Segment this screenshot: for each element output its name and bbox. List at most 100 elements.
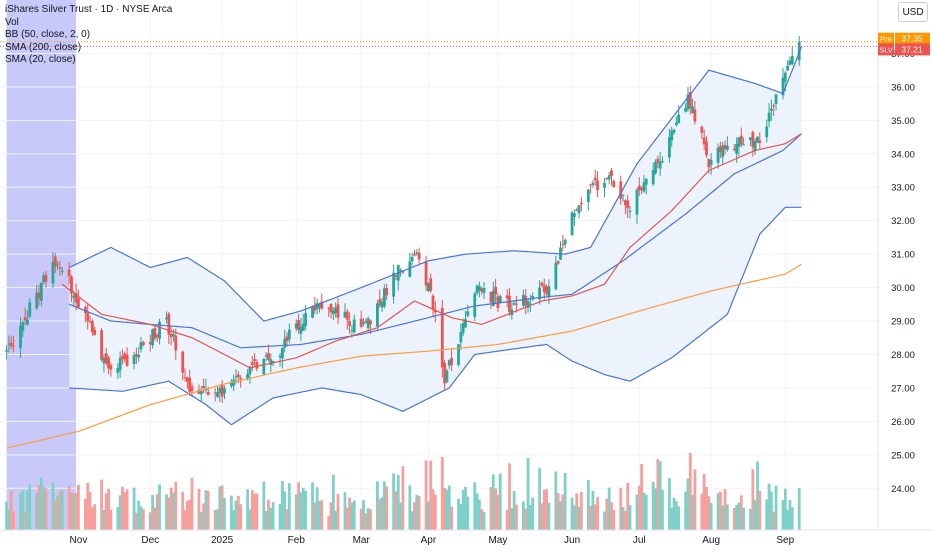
volume-bar <box>315 487 319 530</box>
volume-bar <box>605 498 609 530</box>
candle-body <box>53 256 57 267</box>
candle-body <box>246 373 250 379</box>
candle-body <box>301 323 305 331</box>
candle-body <box>603 182 606 188</box>
candle-body <box>528 303 532 305</box>
candle-body <box>102 357 106 364</box>
candle-body <box>236 374 240 378</box>
price-tick-label: 24.00 <box>891 484 915 495</box>
candle-body <box>716 147 720 163</box>
volume-bar <box>797 488 801 530</box>
volume-bar <box>301 487 305 530</box>
currency-button[interactable]: USD <box>898 2 928 22</box>
candle-body <box>498 296 502 304</box>
chart-legend: iShares Silver Trust · 1D · NYSE Arca Vo… <box>5 4 172 67</box>
volume-bar <box>545 489 548 530</box>
candle-body <box>385 287 389 296</box>
volume-bar <box>700 493 704 530</box>
volume-bar <box>570 497 574 530</box>
volume-bar <box>670 507 674 530</box>
candle-body <box>431 295 435 310</box>
candle-body <box>220 384 224 397</box>
candle-body <box>401 271 405 273</box>
volume-bar <box>413 502 416 530</box>
volume-bar <box>100 479 104 530</box>
volume-bar <box>512 491 516 530</box>
volume-bar <box>654 488 657 530</box>
candle-body <box>637 185 641 191</box>
price-tick-label: 27.00 <box>891 383 915 394</box>
volume-bar <box>206 491 210 530</box>
candle-body <box>705 141 708 156</box>
candle-body <box>199 390 203 395</box>
volume-bar <box>693 469 697 530</box>
candle-body <box>9 342 13 347</box>
candle-body <box>271 361 275 364</box>
candle-body <box>753 141 757 152</box>
candle-body <box>364 320 368 323</box>
candle-body <box>626 200 630 209</box>
volume-bar <box>58 491 62 530</box>
volume-bar <box>450 506 453 530</box>
time-tick-label: Mar <box>353 535 371 546</box>
candle-body <box>158 321 161 339</box>
volume-bar <box>137 500 141 530</box>
volume-bar <box>593 504 597 530</box>
price-tick-label: 32.00 <box>891 216 915 227</box>
candle-body <box>721 145 725 158</box>
candle-body <box>480 288 484 292</box>
candle-body <box>577 205 581 214</box>
candle-body <box>206 391 210 396</box>
candle-body <box>702 137 706 145</box>
candle-body <box>183 377 187 379</box>
volume-bar <box>264 511 268 530</box>
candle-body <box>345 311 349 320</box>
volume-bar <box>165 494 168 530</box>
price-label-tag-bg <box>878 32 894 45</box>
candle-body <box>88 320 92 322</box>
volume-bar <box>385 486 389 530</box>
candle-body <box>769 108 773 111</box>
candle-body <box>213 392 217 394</box>
candle-body <box>139 342 143 350</box>
volume-bar <box>475 493 479 530</box>
candle-body <box>109 365 113 370</box>
volume-bar <box>318 500 321 530</box>
candle-body <box>424 261 428 286</box>
volume-bar <box>790 507 794 530</box>
candle-body <box>188 377 192 392</box>
candle-body <box>362 322 365 324</box>
candle-body <box>278 355 282 358</box>
volume-bar <box>735 504 739 530</box>
candle-body <box>253 359 256 361</box>
candle-body <box>399 269 402 271</box>
price-tick-label: 33.00 <box>891 183 915 194</box>
volume-bar <box>658 461 662 530</box>
candle-body <box>239 378 243 380</box>
volume-bar <box>684 491 688 530</box>
candle-body <box>515 303 518 305</box>
volume-bar <box>359 508 363 530</box>
candle-body <box>491 290 495 307</box>
volume-bar <box>559 501 562 530</box>
volume-bar <box>672 497 676 530</box>
price-tick-label: 29.00 <box>891 317 915 328</box>
volume-bar <box>287 483 291 530</box>
volume-bar <box>253 493 256 530</box>
price-axis <box>878 0 932 550</box>
candle-body <box>459 332 463 343</box>
volume-bar <box>294 494 298 530</box>
volume-bar <box>415 494 419 530</box>
volume-bar <box>505 509 509 530</box>
candle-body <box>788 60 792 65</box>
candle-body <box>283 338 287 348</box>
volume-bar <box>753 500 757 530</box>
volume-bar <box>56 495 59 530</box>
volume-bar <box>248 509 252 530</box>
price-tick-label: 35.00 <box>891 116 915 127</box>
candle-body <box>494 286 498 295</box>
legend-volume: Vol <box>5 16 19 28</box>
candle-body <box>413 254 416 256</box>
legend-sma-200: SMA (200, close) <box>5 41 82 53</box>
